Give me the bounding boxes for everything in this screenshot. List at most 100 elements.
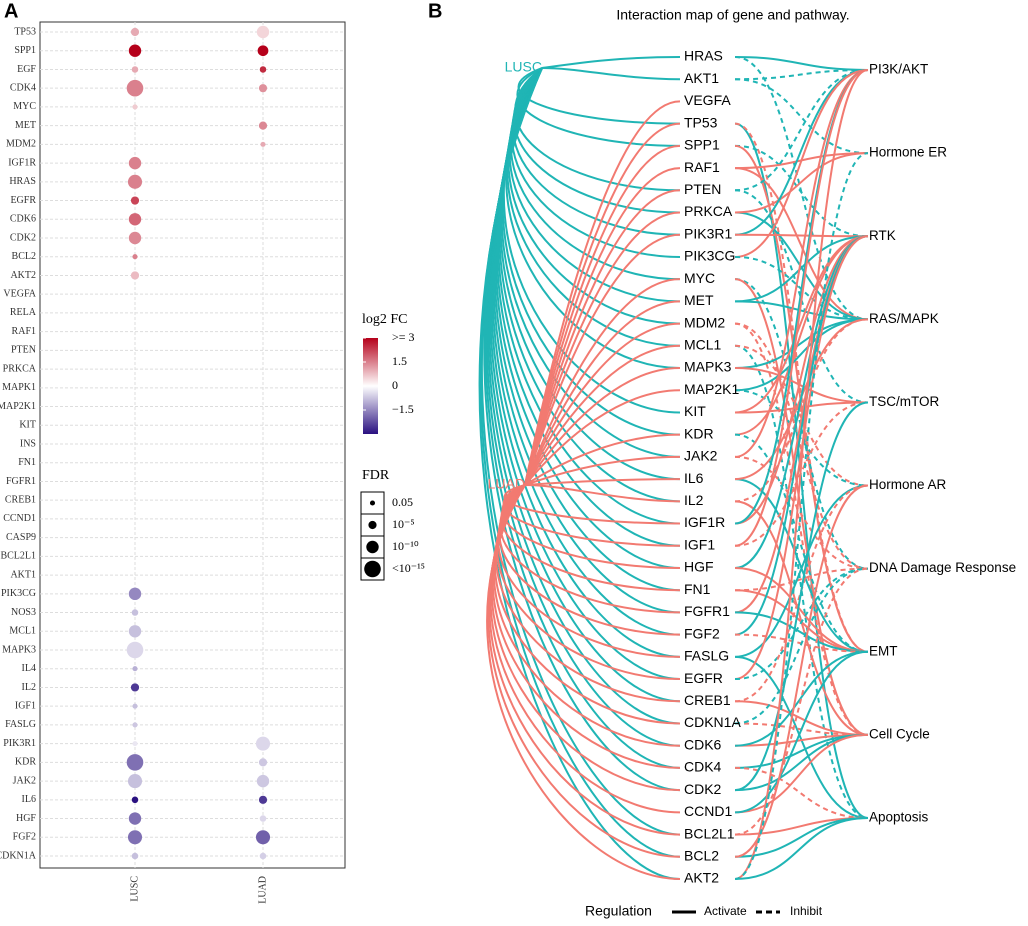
- bubble: [127, 774, 143, 789]
- regulation-edge: [734, 318, 869, 370]
- source-edge: [524, 367, 681, 486]
- regulation-edge: [734, 69, 869, 458]
- regulation-edge: [734, 235, 869, 436]
- bubble: [132, 254, 138, 260]
- bubble: [126, 79, 144, 97]
- bubble: [130, 196, 140, 205]
- y-tick-label: HRAS: [9, 176, 36, 187]
- regulation-edge: [734, 278, 869, 736]
- y-tick-label: CCND1: [3, 513, 36, 524]
- bubble: [258, 795, 268, 804]
- bubble: [127, 830, 143, 845]
- regulation-edge: [734, 566, 869, 653]
- y-tick-label: MYC: [13, 101, 36, 112]
- source-edge: [511, 67, 681, 236]
- gene-label: BCL2L1: [684, 825, 735, 841]
- pathway-label: RTK: [869, 228, 896, 243]
- bubble: [131, 852, 139, 860]
- gene-label: IGF1R: [684, 514, 725, 530]
- y-tick-label: CREB1: [5, 494, 36, 505]
- regulation-edge: [734, 69, 869, 192]
- bubble: [132, 104, 138, 110]
- regulation-edge: [734, 318, 869, 392]
- source-edge: [503, 484, 681, 525]
- y-tick-label: IGF1R: [8, 157, 36, 168]
- regulation-edge: [734, 611, 869, 653]
- edges: [478, 56, 869, 880]
- regulation-edge: [734, 69, 869, 880]
- regulation-edge: [734, 255, 869, 321]
- y-tick-label: MAPK3: [2, 644, 36, 655]
- source-edge: [524, 433, 681, 486]
- bubble: [128, 231, 142, 245]
- color-bar: [363, 338, 378, 434]
- y-tick-label: EGF: [17, 64, 36, 75]
- y-tick-label: FGFR1: [6, 476, 36, 487]
- regulation-edge: [734, 817, 869, 880]
- size-key: [364, 560, 381, 578]
- source-edge: [486, 484, 681, 880]
- gene-label: CDK6: [684, 736, 722, 752]
- regulation-edge: [734, 567, 869, 681]
- size-tick-label: <10⁻¹⁵: [392, 561, 425, 575]
- y-tick-label: SPP1: [14, 45, 36, 56]
- y-tick-label: MAP2K1: [0, 401, 36, 412]
- bubble: [127, 174, 143, 189]
- source-edge: [524, 455, 681, 486]
- bubble: [131, 796, 139, 804]
- bubble: [260, 141, 266, 147]
- source-edge: [524, 278, 681, 486]
- gene-label: EGFR: [684, 670, 723, 686]
- bubble: [132, 666, 138, 672]
- source-edge: [524, 211, 681, 486]
- gene-label: IL2: [684, 492, 704, 508]
- y-tick-label: HGF: [16, 813, 36, 824]
- pathway-label: Cell Cycle: [869, 726, 930, 741]
- regulation-edge: [734, 56, 869, 321]
- legend-label: Inhibit: [790, 904, 823, 918]
- source-edge: [524, 122, 681, 486]
- y-tick-label: JAK2: [13, 775, 36, 786]
- source-edge: [524, 144, 681, 486]
- bubble: [128, 156, 142, 170]
- gene-label: CDK4: [684, 759, 722, 775]
- regulation-edge: [734, 567, 869, 725]
- bubble: [258, 84, 268, 93]
- pathway-label: Apoptosis: [869, 810, 929, 825]
- gene-label: MET: [684, 292, 714, 308]
- bubble: [128, 213, 142, 226]
- pathway-label: Hormone ER: [869, 145, 947, 160]
- size-tick-label: 10⁻⁵: [392, 517, 415, 531]
- gene-label: MCL1: [684, 337, 722, 353]
- regulation-edge: [734, 650, 869, 814]
- gene-label: FN1: [684, 581, 711, 597]
- gene-label: PRKCA: [684, 203, 733, 219]
- y-tick-label: PTEN: [11, 345, 36, 356]
- y-tick-label: CDK6: [10, 214, 36, 225]
- bubble: [130, 27, 140, 37]
- y-tick-label: TP53: [14, 26, 36, 37]
- y-tick-label: RELA: [10, 307, 37, 318]
- gene-label: MAPK3: [684, 359, 732, 375]
- regulation-edge: [734, 322, 869, 570]
- gene-label: PIK3R1: [684, 225, 732, 241]
- legend-label: Activate: [704, 904, 747, 918]
- source-edge: [524, 167, 681, 486]
- source-edge: [517, 67, 681, 125]
- pathway-label: PI3K/AKT: [869, 62, 928, 77]
- bubble: [131, 609, 139, 616]
- bubble: [257, 45, 269, 57]
- bubble: [128, 44, 142, 57]
- source-label: LUAD: [488, 476, 525, 492]
- y-tick-label: FN1: [18, 457, 36, 468]
- y-tick-label: MCL1: [9, 626, 36, 637]
- regulation-edge: [734, 144, 869, 238]
- legend-title: log2 FC: [362, 312, 408, 327]
- bubble: [128, 625, 142, 638]
- regulation-edge: [734, 189, 869, 404]
- size-key: [366, 540, 379, 554]
- source-edge: [502, 484, 681, 547]
- gene-label: PTEN: [684, 181, 721, 197]
- regulation-edge: [734, 567, 869, 592]
